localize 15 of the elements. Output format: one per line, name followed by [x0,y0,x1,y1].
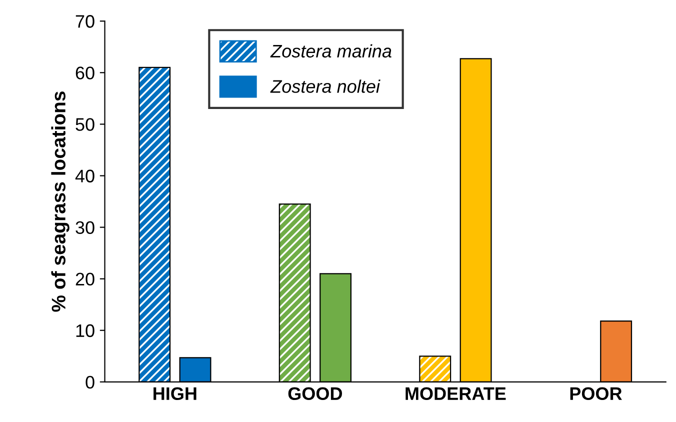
x-tick-label: POOR [570,387,622,400]
y-tick-label: 30 [76,221,94,234]
x-tick-label: MODERATE [406,387,506,400]
y-axis-title: % of seagrass locations [51,92,70,312]
y-tick-label: 60 [76,66,94,80]
y-tick-label: 70 [76,15,94,28]
y-tick-label: 20 [76,272,94,286]
x-tick-label: GOOD [288,387,342,400]
legend-label: Zostera noltei [270,80,380,93]
x-tick-label: HIGH [154,387,196,400]
y-tick-label: 10 [76,324,94,338]
y-tick-label: 0 [86,376,94,389]
y-tick-label: 50 [76,118,94,131]
y-tick-label: 40 [75,170,94,182]
legend-label: Zostera marina [270,44,392,58]
